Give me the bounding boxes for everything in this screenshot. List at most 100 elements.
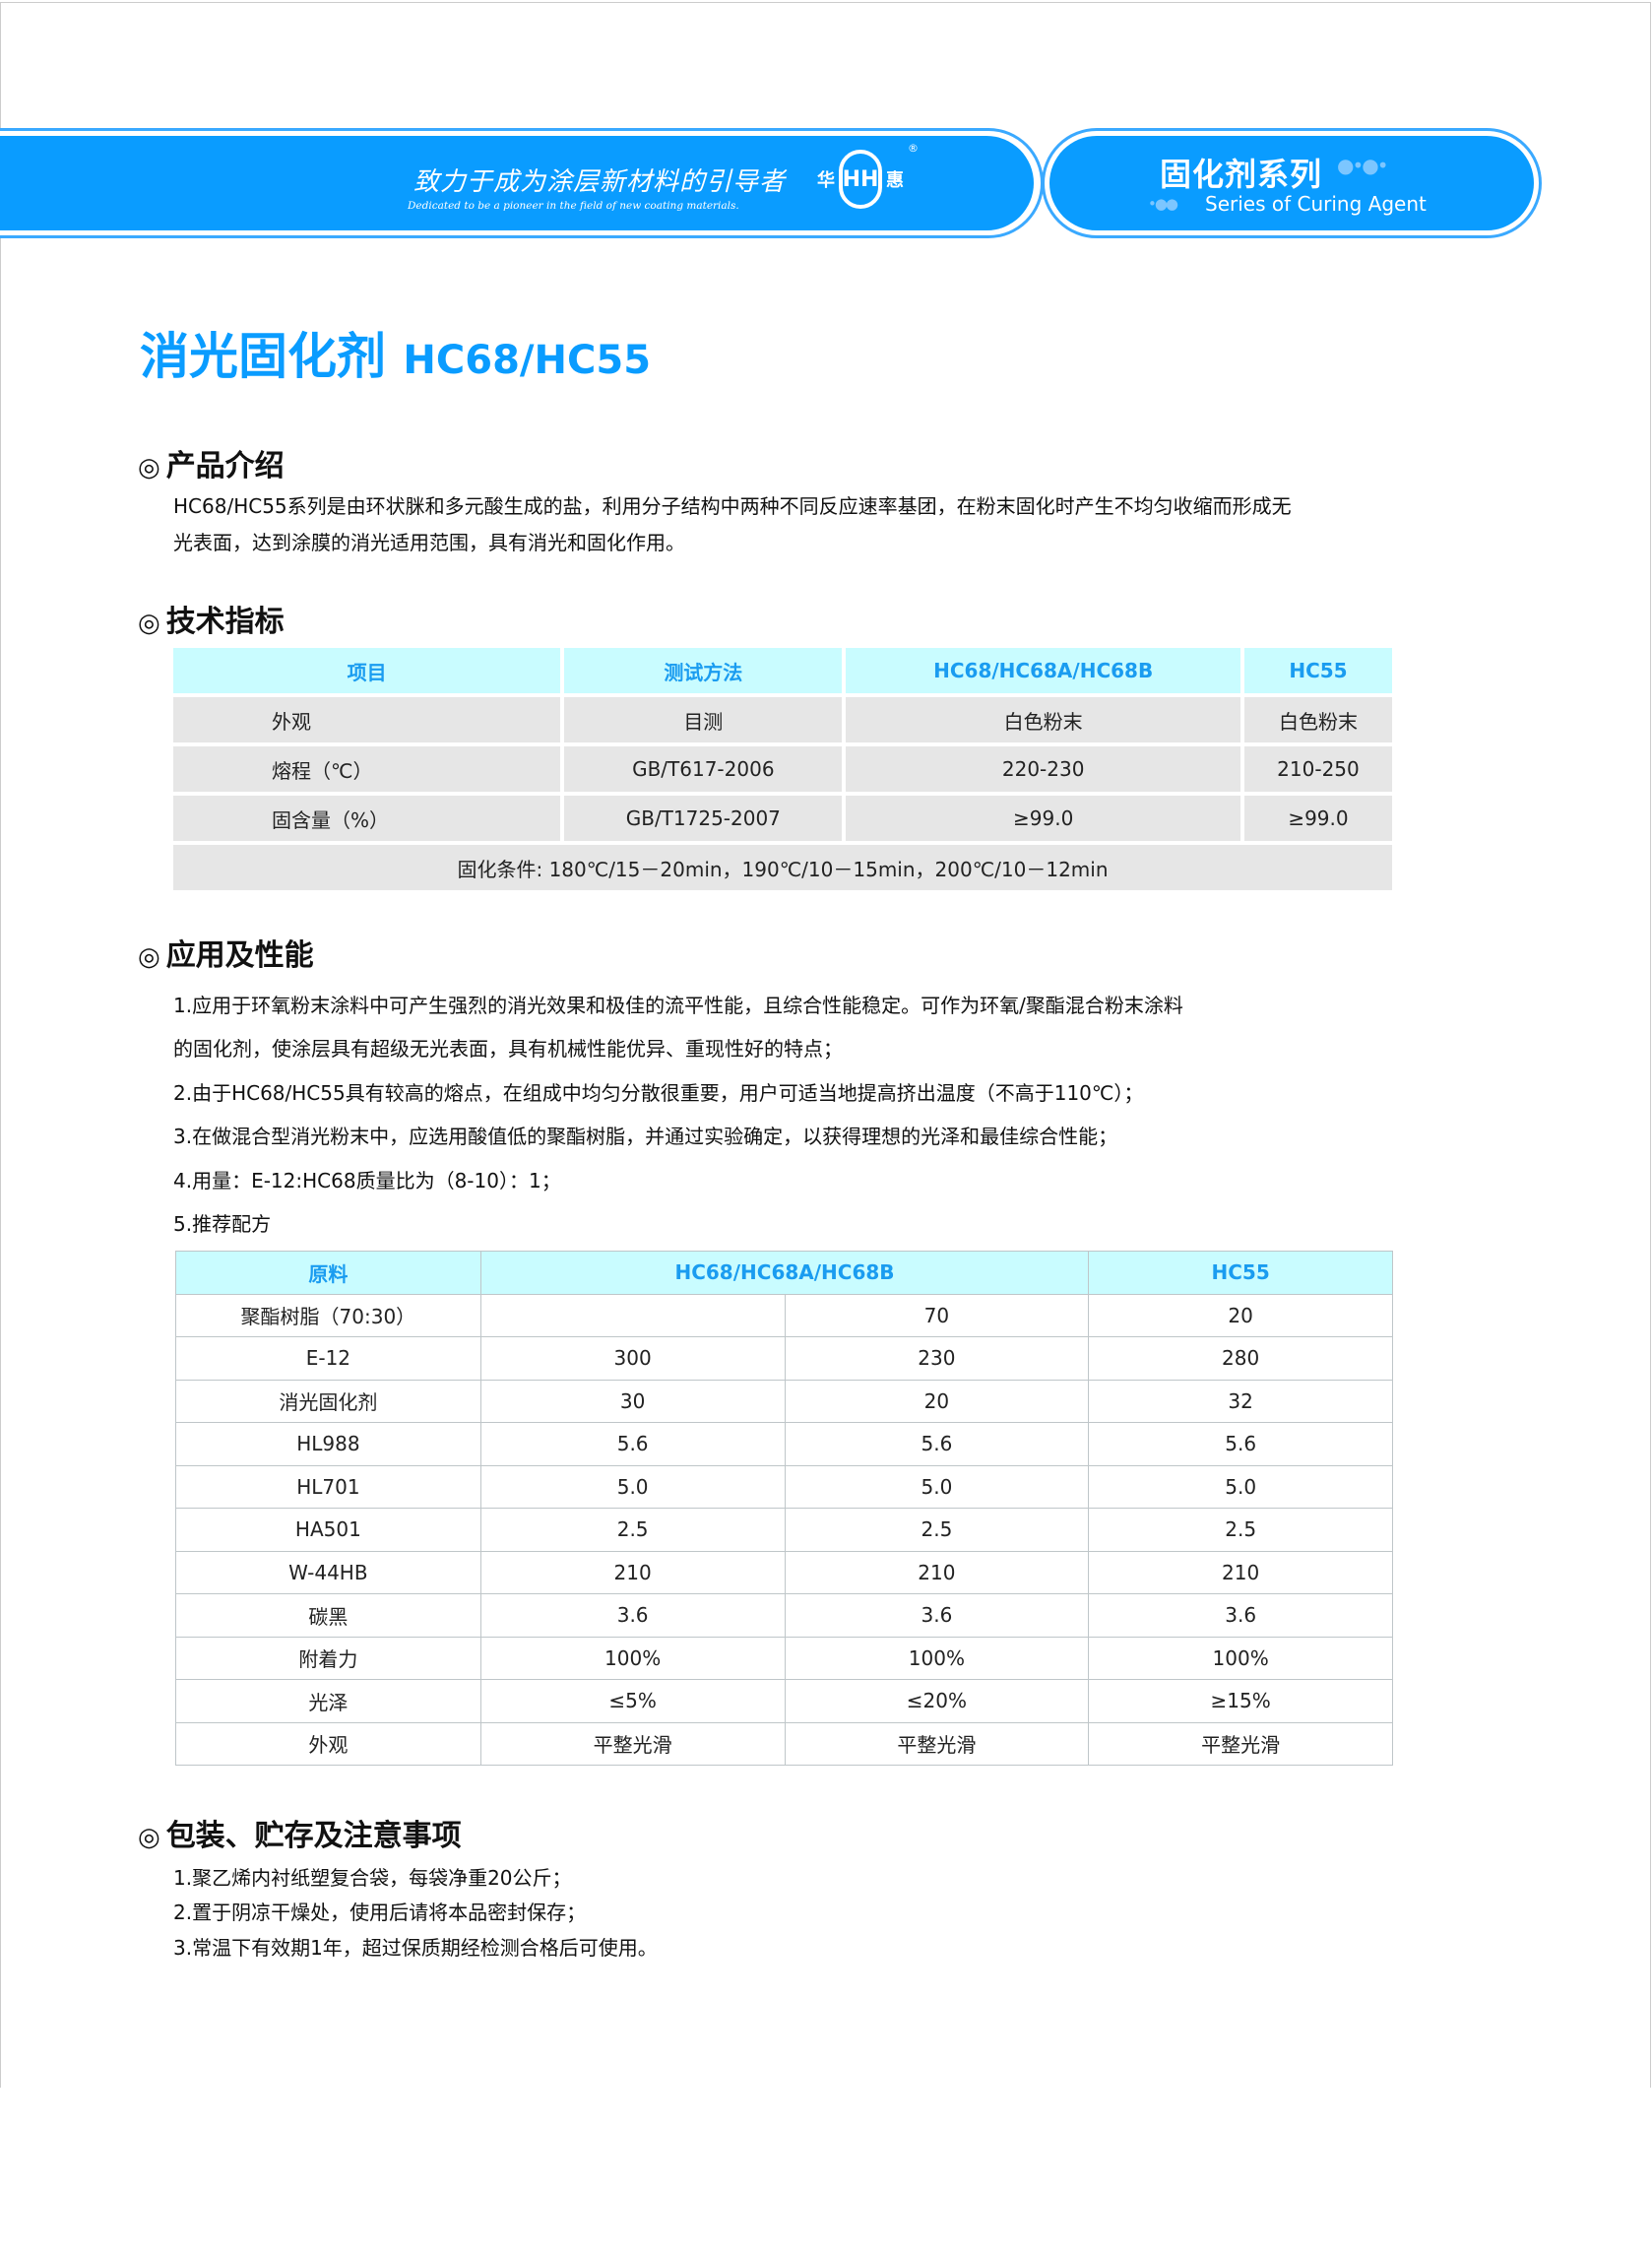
value-cell: 20 <box>784 1379 1090 1423</box>
cell: 白色粉末 <box>846 697 1240 742</box>
application-line: 2.由于HC68/HC55具有较高的熔点，在组成中均匀分散很重要，用户可适当地提… <box>173 1081 1144 1105</box>
value-cell: 210 <box>479 1550 786 1594</box>
cell: 熔程（℃） <box>173 746 561 792</box>
table-row: 固含量（%） GB/T1725-2007 ≥99.0 ≥99.0 <box>173 796 1392 841</box>
header-cell: HC55 <box>1088 1251 1393 1295</box>
header-cell: HC55 <box>1243 648 1392 693</box>
packaging-line: 2.置于阴凉干燥处，使用后请将本品密封保存； <box>173 1901 587 1924</box>
value-cell: 100% <box>784 1636 1090 1680</box>
ingredient-cell: 外观 <box>175 1721 481 1766</box>
section-mark-icon: ◎ <box>138 942 160 972</box>
ingredient-cell: W-44HB <box>175 1550 481 1594</box>
table-row: HL988 5.6 5.6 5.6 <box>175 1422 1393 1466</box>
formula-table: 原料 HC68/HC68A/HC68B HC55 聚酯树脂（70:30） 70 20… <box>175 1251 1393 1766</box>
value-cell: 210 <box>1088 1550 1393 1594</box>
value-cell: 20 <box>1088 1293 1393 1337</box>
table-row: 熔程（℃） GB/T617-2006 220-230 210-250 <box>173 746 1392 792</box>
section-intro-heading: ◎ 产品介绍 <box>138 441 285 484</box>
ingredient-cell: 聚酯树脂（70:30） <box>175 1293 481 1337</box>
logo-left-text: 华 <box>817 170 835 191</box>
application-line: 5.推荐配方 <box>173 1212 272 1236</box>
table-row: 消光固化剂 30 20 32 <box>175 1379 1393 1423</box>
value-cell: ≤20% <box>784 1679 1090 1723</box>
cell: ≥99.0 <box>846 796 1240 841</box>
heading-text: 技术指标 <box>165 605 285 639</box>
product-code: HC68/HC55 <box>403 338 652 383</box>
value-cell: 5.0 <box>479 1464 786 1509</box>
value-cell: 3.6 <box>479 1593 786 1638</box>
section-mark-icon: ◎ <box>138 1823 160 1852</box>
cell: GB/T1725-2007 <box>564 796 843 841</box>
application-line: 1.应用于环氧粉末涂料中可产生强烈的消光效果和极佳的流平性能，且综合性能稳定。可… <box>173 994 1183 1017</box>
header-cell: 测试方法 <box>564 648 843 693</box>
series-pill <box>1049 136 1534 230</box>
ingredient-cell: 光泽 <box>175 1679 481 1723</box>
section-application-heading: ◎ 应用及性能 <box>138 931 314 974</box>
header-cell: 原料 <box>175 1251 481 1295</box>
value-cell: 5.6 <box>784 1422 1090 1466</box>
value-cell: 300 <box>479 1336 786 1381</box>
packaging-line: 1.聚乙烯内衬纸塑复合袋，每袋净重20公斤； <box>173 1866 572 1890</box>
value-cell: 平整光滑 <box>479 1721 786 1766</box>
molecule-dots-icon: ●•●• <box>1337 154 1388 177</box>
ingredient-cell: E-12 <box>175 1336 481 1381</box>
value-cell: 3.6 <box>1088 1593 1393 1638</box>
ingredient-cell: HL988 <box>175 1422 481 1466</box>
section-specs-heading: ◎ 技术指标 <box>138 597 285 640</box>
value-cell: 100% <box>479 1636 786 1680</box>
table-row: 附着力 100% 100% 100% <box>175 1636 1393 1680</box>
value-cell: 70 <box>784 1293 1090 1337</box>
value-cell: 2.5 <box>1088 1508 1393 1552</box>
cell: 外观 <box>173 697 561 742</box>
header-cell: HC68/HC68A/HC68B <box>479 1251 1090 1295</box>
value-cell: 2.5 <box>784 1508 1090 1552</box>
value-cell: 230 <box>784 1336 1090 1381</box>
application-line: 的固化剂，使涂层具有超级无光表面，具有机械性能优异、重现性好的特点； <box>173 1037 843 1061</box>
value-cell: ≥15% <box>1088 1679 1393 1723</box>
value-cell: ≤5% <box>479 1679 786 1723</box>
application-line: 3.在做混合型消光粉末中，应选用酸值低的聚酯树脂，并通过实验确定，以获得理想的光… <box>173 1125 1118 1148</box>
value-cell: 5.6 <box>1088 1422 1393 1466</box>
value-cell: 280 <box>1088 1336 1393 1381</box>
slogan-en: Dedicated to be a pioneer in the field o… <box>408 200 739 212</box>
ingredient-cell: 消光固化剂 <box>175 1379 481 1423</box>
header-cell: 项目 <box>173 648 561 693</box>
value-cell: 32 <box>1088 1379 1393 1423</box>
cell: 固含量（%） <box>173 796 561 841</box>
application-line: 4.用量：E-12:HC68质量比为（8-10）：1； <box>173 1169 561 1192</box>
cell: 210-250 <box>1243 746 1392 792</box>
section-mark-icon: ◎ <box>138 609 160 638</box>
logo-right-text: 惠 <box>886 170 904 191</box>
intro-line: HC68/HC55系列是由环状脒和多元酸生成的盐，利用分子结构中两种不同反应速率… <box>173 494 1292 518</box>
cell: ≥99.0 <box>1243 796 1392 841</box>
packaging-line: 3.常温下有效期1年，超过保质期经检测合格后可使用。 <box>173 1936 658 1960</box>
value-cell: 100% <box>1088 1636 1393 1680</box>
page-frame <box>0 2 1651 2088</box>
series-subtitle: Series of Curing Agent <box>1205 192 1427 216</box>
cell: 220-230 <box>846 746 1240 792</box>
table-row: 外观 目测 白色粉末 白色粉末 <box>173 697 1392 742</box>
heading-text: 产品介绍 <box>165 449 285 483</box>
table-row: HA501 2.5 2.5 2.5 <box>175 1508 1393 1552</box>
table-row: 碳黑 3.6 3.6 3.6 <box>175 1593 1393 1638</box>
value-cell: 30 <box>479 1379 786 1423</box>
registered-mark: ® <box>908 142 919 155</box>
value-cell: 210 <box>784 1550 1090 1594</box>
table-note-row: 固化条件: 180℃/15－20min，190℃/10－15min，200℃/1… <box>173 845 1392 890</box>
curing-conditions: 固化条件: 180℃/15－20min，190℃/10－15min，200℃/1… <box>173 845 1392 890</box>
cell: 白色粉末 <box>1243 697 1392 742</box>
series-title: 固化剂系列 <box>1160 156 1323 193</box>
table-header-row: 原料 HC68/HC68A/HC68B HC55 <box>175 1251 1393 1295</box>
value-cell: 平整光滑 <box>784 1721 1090 1766</box>
molecule-dots-small-icon: •●● <box>1148 195 1178 213</box>
value-cell <box>479 1293 786 1337</box>
cell: GB/T617-2006 <box>564 746 843 792</box>
value-cell: 2.5 <box>479 1508 786 1552</box>
ingredient-cell: 附着力 <box>175 1636 481 1680</box>
page-title: 消光固化剂 HC68/HC55 <box>140 317 651 388</box>
ingredient-cell: HA501 <box>175 1508 481 1552</box>
header-cell: HC68/HC68A/HC68B <box>846 648 1240 693</box>
slogan-cn: 致力于成为涂层新材料的引导者 <box>413 167 787 197</box>
table-header-row: 项目 测试方法 HC68/HC68A/HC68B HC55 <box>173 648 1392 693</box>
value-cell: 平整光滑 <box>1088 1721 1393 1766</box>
